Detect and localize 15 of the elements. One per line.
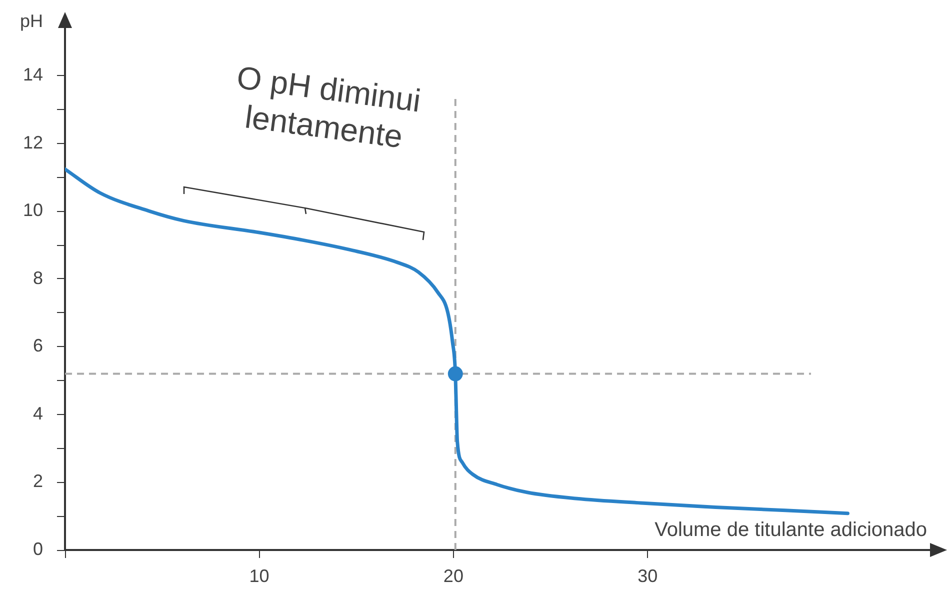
- x-tick-label: 30: [638, 566, 658, 586]
- x-axis-title: Volume de titulante adicionado: [654, 519, 927, 541]
- x-tick-label: 20: [443, 566, 464, 586]
- y-tick-label: 12: [22, 132, 43, 152]
- x-tick-label: 10: [249, 566, 270, 586]
- y-tick-label: 0: [32, 538, 43, 559]
- y-tick-label: 6: [32, 336, 43, 356]
- y-tick-label: 8: [32, 268, 43, 288]
- y-tick-label: 14: [22, 64, 43, 85]
- y-tick-label: 4: [32, 403, 43, 424]
- y-tick-label: 2: [32, 471, 43, 492]
- annotation: O pH diminui lentamente: [234, 59, 423, 155]
- y-tick-label: 10: [22, 200, 43, 220]
- y-axis-title: pH: [20, 10, 43, 31]
- line-series: [65, 167, 850, 516]
